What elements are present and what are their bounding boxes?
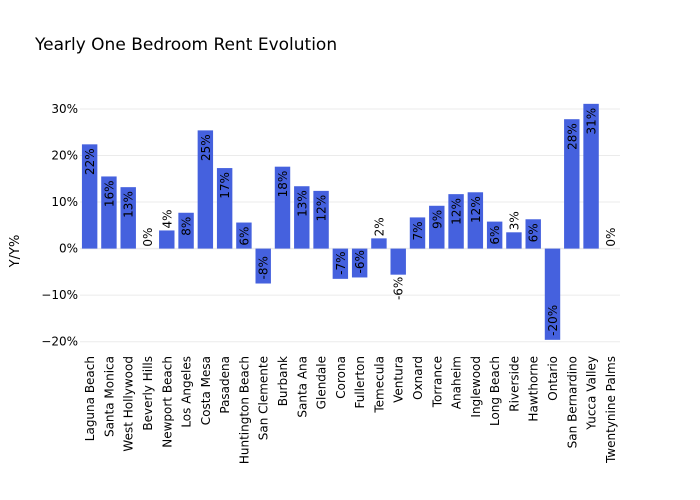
bar[interactable] <box>564 119 580 249</box>
gridlines <box>80 108 620 343</box>
data-label: 9% <box>430 210 444 229</box>
data-label: 3% <box>507 211 521 230</box>
bar[interactable] <box>294 186 310 249</box>
x-tick-label: Burbank <box>276 356 290 406</box>
x-tick-label: Pasadena <box>218 356 232 414</box>
x-tick-label: Huntington Beach <box>237 356 251 464</box>
bar[interactable] <box>216 168 233 249</box>
y-tick-label: 20% <box>51 149 78 163</box>
x-tick-label: Yucca Valley <box>585 356 599 431</box>
y-tick-label: 0% <box>59 242 78 256</box>
x-tick-label: San Bernardino <box>565 356 579 448</box>
bar[interactable] <box>544 248 561 340</box>
x-tick-label: West Hollywood <box>122 356 136 452</box>
x-tick-label: Torrance <box>430 356 444 408</box>
data-label: 17% <box>218 172 232 199</box>
bar[interactable] <box>467 192 484 249</box>
data-label: 18% <box>276 171 290 198</box>
x-tick-label: Beverly Hills <box>141 356 155 431</box>
data-label: 16% <box>102 180 116 207</box>
x-tick-label: Santa Monica <box>102 356 116 437</box>
chart-title: Yearly One Bedroom Rent Evolution <box>34 35 337 55</box>
data-label: -6% <box>353 250 367 273</box>
bar[interactable] <box>371 238 387 249</box>
bar[interactable] <box>486 221 503 249</box>
x-tick-label: Corona <box>334 356 348 399</box>
x-tick-label: Riverside <box>507 356 521 412</box>
x-tick-label: Hawthorne <box>527 356 541 422</box>
x-tick-label: Anaheim <box>450 356 464 409</box>
bar[interactable] <box>429 205 445 249</box>
x-tick-label: Twentynine Palms <box>604 356 618 464</box>
bar[interactable] <box>448 194 464 249</box>
data-label: 22% <box>83 148 97 175</box>
bar[interactable] <box>159 230 175 249</box>
bar[interactable] <box>583 103 599 249</box>
x-tick-label: Oxnard <box>411 356 425 400</box>
data-label: -8% <box>257 256 271 279</box>
x-tick-label: Laguna Beach <box>83 356 97 441</box>
bar[interactable] <box>101 176 117 249</box>
data-label: 6% <box>527 223 541 242</box>
bar[interactable] <box>178 212 194 249</box>
data-label: 6% <box>237 227 251 246</box>
data-labels: 22% 16% 13% 0% 4% 8% 25% 17% 6% -8% 18% 13% 12% -7% -6… <box>83 108 618 336</box>
data-label: 31% <box>585 108 599 135</box>
bar[interactable] <box>351 248 368 278</box>
y-tick-label: −20% <box>41 335 78 349</box>
data-label: 8% <box>180 217 194 236</box>
x-tick-label: Santa Ana <box>295 356 309 418</box>
bar[interactable] <box>390 248 406 275</box>
data-label: 12% <box>469 196 483 223</box>
y-axis-ticks: −20% −10% 0% 10% 20% 30% <box>41 102 78 349</box>
bar[interactable] <box>525 219 541 249</box>
bar[interactable] <box>81 144 98 249</box>
x-tick-label: Glendale <box>315 356 329 409</box>
data-label: 0% <box>141 228 155 247</box>
x-tick-label: Costa Mesa <box>199 356 213 425</box>
bars <box>81 103 599 340</box>
y-tick-label: 30% <box>51 102 78 116</box>
x-tick-label: Fullerton <box>353 356 367 409</box>
bar[interactable] <box>506 232 522 249</box>
y-axis-label: Y/Y% <box>8 235 23 269</box>
x-tick-label: Ontario <box>546 356 560 401</box>
data-label: 6% <box>488 226 502 245</box>
x-tick-label: Temecula <box>372 356 386 414</box>
y-tick-label: −10% <box>41 288 78 302</box>
data-label: -20% <box>546 305 560 336</box>
x-tick-label: Ventura <box>392 356 406 403</box>
bar[interactable] <box>409 217 426 249</box>
data-label: 12% <box>450 198 464 225</box>
bar[interactable] <box>197 130 214 249</box>
data-label: 12% <box>315 195 329 222</box>
data-label: 13% <box>295 190 309 217</box>
x-tick-label: Inglewood <box>469 356 483 418</box>
x-tick-label: Newport Beach <box>160 356 174 448</box>
data-label: -7% <box>334 251 348 274</box>
x-axis-ticks: Laguna Beach Santa Monica West Hollywood Be… <box>83 356 618 464</box>
data-label: 13% <box>122 191 136 218</box>
x-tick-label: San Clemente <box>257 356 271 440</box>
data-label: -6% <box>392 277 406 300</box>
y-tick-label: 10% <box>51 195 78 209</box>
bar[interactable] <box>255 248 271 284</box>
data-label: 7% <box>411 221 425 240</box>
data-label: 4% <box>160 209 174 228</box>
data-label: 0% <box>604 228 618 247</box>
bar[interactable] <box>236 222 252 249</box>
x-tick-label: Long Beach <box>488 356 502 426</box>
data-label: 25% <box>199 134 213 161</box>
bar[interactable] <box>332 248 349 279</box>
bar[interactable] <box>274 166 291 249</box>
bar[interactable] <box>313 190 329 249</box>
data-label: 28% <box>565 123 579 150</box>
data-label: 2% <box>372 217 386 236</box>
x-tick-label: Los Angeles <box>180 356 194 428</box>
bar[interactable] <box>120 187 136 249</box>
